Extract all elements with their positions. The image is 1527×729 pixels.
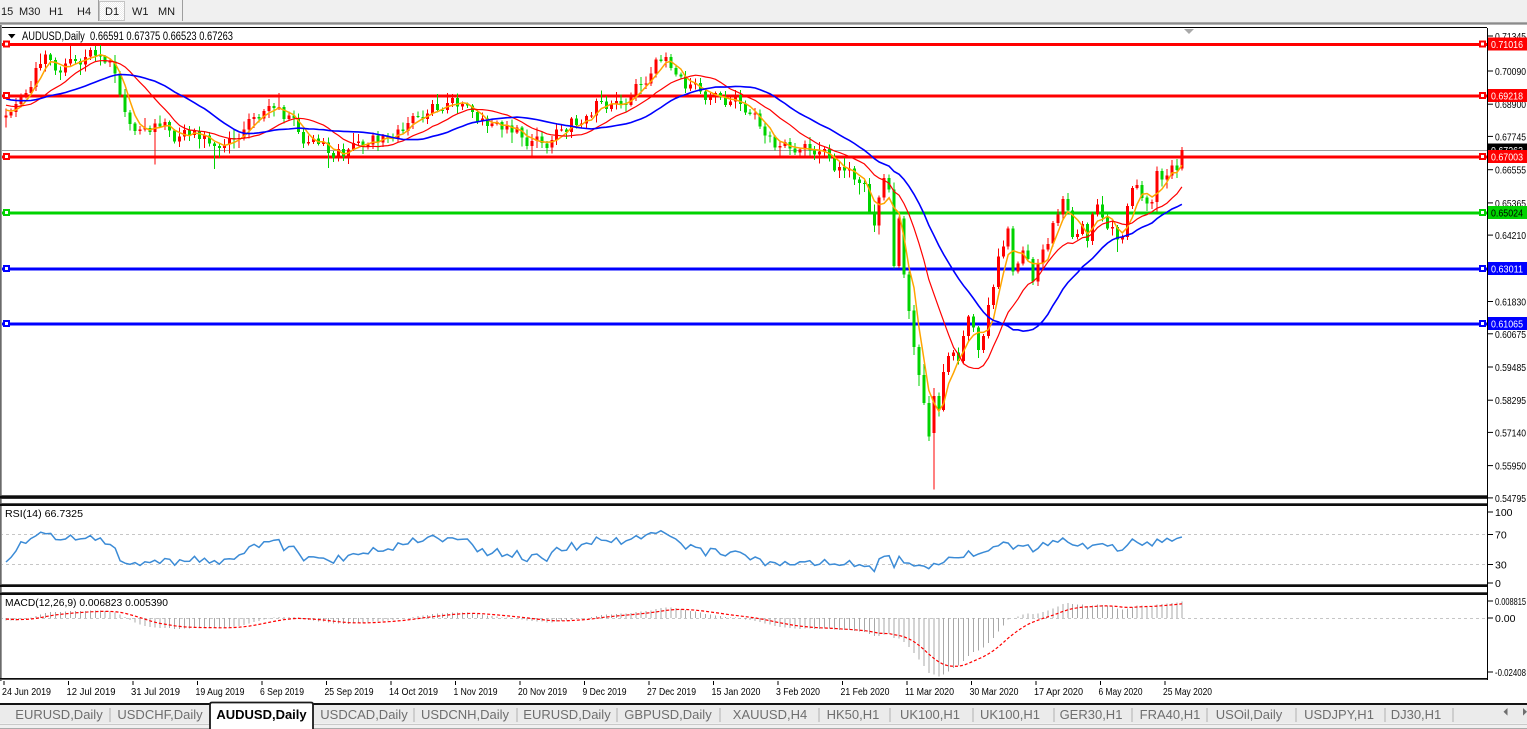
svg-text:17 Apr 2020: 17 Apr 2020 xyxy=(1034,686,1083,698)
svg-text:0.69218: 0.69218 xyxy=(1491,91,1523,103)
svg-text:DJ30,H1: DJ30,H1 xyxy=(1391,707,1442,722)
svg-text:15 Jan 2020: 15 Jan 2020 xyxy=(712,686,761,698)
svg-text:0.61830: 0.61830 xyxy=(1495,297,1526,309)
svg-text:3 Feb 2020: 3 Feb 2020 xyxy=(776,686,820,698)
svg-text:0.55950: 0.55950 xyxy=(1495,461,1526,473)
svg-text:9 Dec 2019: 9 Dec 2019 xyxy=(583,686,627,698)
svg-text:0.71016: 0.71016 xyxy=(1491,39,1523,51)
svg-text:6 Sep 2019: 6 Sep 2019 xyxy=(260,686,304,698)
svg-text:EURUSD,Daily: EURUSD,Daily xyxy=(15,707,103,722)
svg-text:0.65024: 0.65024 xyxy=(1491,208,1523,220)
svg-text:H4: H4 xyxy=(77,6,91,18)
svg-text:USDCAD,Daily: USDCAD,Daily xyxy=(320,707,408,722)
svg-text:0.66555: 0.66555 xyxy=(1495,165,1526,177)
svg-text:100: 100 xyxy=(1495,507,1513,519)
svg-text:11 Mar 2020: 11 Mar 2020 xyxy=(905,686,954,698)
svg-text:HK50,H1: HK50,H1 xyxy=(827,707,880,722)
svg-text:0.61065: 0.61065 xyxy=(1491,319,1523,331)
svg-text:0.68900: 0.68900 xyxy=(1495,99,1526,111)
svg-text:XAUUSD,H4: XAUUSD,H4 xyxy=(733,707,807,722)
svg-text:25 May 2020: 25 May 2020 xyxy=(1163,686,1212,698)
svg-text:30: 30 xyxy=(1495,560,1507,572)
svg-text:0.70090: 0.70090 xyxy=(1495,66,1526,78)
svg-text:21 Feb 2020: 21 Feb 2020 xyxy=(841,686,890,698)
svg-text:UK100,H1: UK100,H1 xyxy=(900,707,960,722)
svg-text:70: 70 xyxy=(1495,530,1507,542)
svg-text:EURUSD,Daily: EURUSD,Daily xyxy=(523,707,611,722)
svg-text:0.67745: 0.67745 xyxy=(1495,131,1526,143)
svg-text:H1: H1 xyxy=(49,6,63,18)
svg-text:USOil,Daily: USOil,Daily xyxy=(1216,707,1283,722)
svg-text:FRA40,H1: FRA40,H1 xyxy=(1140,707,1201,722)
svg-text:0.59485: 0.59485 xyxy=(1495,362,1526,374)
svg-text:0.67003: 0.67003 xyxy=(1491,152,1523,164)
svg-text:USDJPY,H1: USDJPY,H1 xyxy=(1304,707,1374,722)
svg-text:6 May 2020: 6 May 2020 xyxy=(1099,686,1143,698)
svg-text:0.63011: 0.63011 xyxy=(1491,264,1523,276)
svg-text:24 Jun 2019: 24 Jun 2019 xyxy=(2,686,51,698)
svg-text:0.00: 0.00 xyxy=(1495,613,1516,625)
svg-text:MN: MN xyxy=(158,6,175,18)
svg-text:0.57140: 0.57140 xyxy=(1495,427,1526,439)
svg-text:0.58295: 0.58295 xyxy=(1495,395,1526,407)
svg-text:AUDUSD,Daily: AUDUSD,Daily xyxy=(216,707,307,722)
svg-text:-0.02408: -0.02408 xyxy=(1495,667,1526,679)
svg-text:GER30,H1: GER30,H1 xyxy=(1060,707,1123,722)
svg-text:19 Aug 2019: 19 Aug 2019 xyxy=(196,686,245,698)
svg-text:RSI(14) 66.7325: RSI(14) 66.7325 xyxy=(5,508,83,520)
svg-text:30 Mar 2020: 30 Mar 2020 xyxy=(970,686,1019,698)
svg-text:M30: M30 xyxy=(19,6,40,18)
svg-text:AUDUSD,Daily 0.66591 0.67375: AUDUSD,Daily 0.66591 0.67375 0.66523 0.6… xyxy=(22,31,233,43)
svg-text:14 Oct 2019: 14 Oct 2019 xyxy=(389,686,438,698)
svg-text:MACD(12,26,9) 0.006823 0.00539: MACD(12,26,9) 0.006823 0.005390 xyxy=(5,597,168,609)
svg-text:27 Dec 2019: 27 Dec 2019 xyxy=(647,686,696,698)
svg-text:15: 15 xyxy=(1,6,13,18)
svg-text:0.008815: 0.008815 xyxy=(1495,596,1526,608)
svg-text:0.60675: 0.60675 xyxy=(1495,329,1526,341)
svg-text:1 Nov 2019: 1 Nov 2019 xyxy=(454,686,498,698)
svg-text:D1: D1 xyxy=(105,6,119,18)
svg-text:0: 0 xyxy=(1495,578,1501,590)
svg-text:25 Sep 2019: 25 Sep 2019 xyxy=(325,686,374,698)
svg-text:GBPUSD,Daily: GBPUSD,Daily xyxy=(624,707,712,722)
svg-text:W1: W1 xyxy=(132,6,149,18)
svg-text:20 Nov 2019: 20 Nov 2019 xyxy=(518,686,567,698)
svg-text:12 Jul 2019: 12 Jul 2019 xyxy=(67,686,116,698)
svg-text:0.64210: 0.64210 xyxy=(1495,230,1526,242)
svg-text:USDCNH,Daily: USDCNH,Daily xyxy=(421,707,510,722)
svg-text:UK100,H1: UK100,H1 xyxy=(980,707,1040,722)
svg-text:USDCHF,Daily: USDCHF,Daily xyxy=(117,707,203,722)
svg-text:0.54795: 0.54795 xyxy=(1495,493,1526,505)
svg-text:31 Jul 2019: 31 Jul 2019 xyxy=(131,686,180,698)
